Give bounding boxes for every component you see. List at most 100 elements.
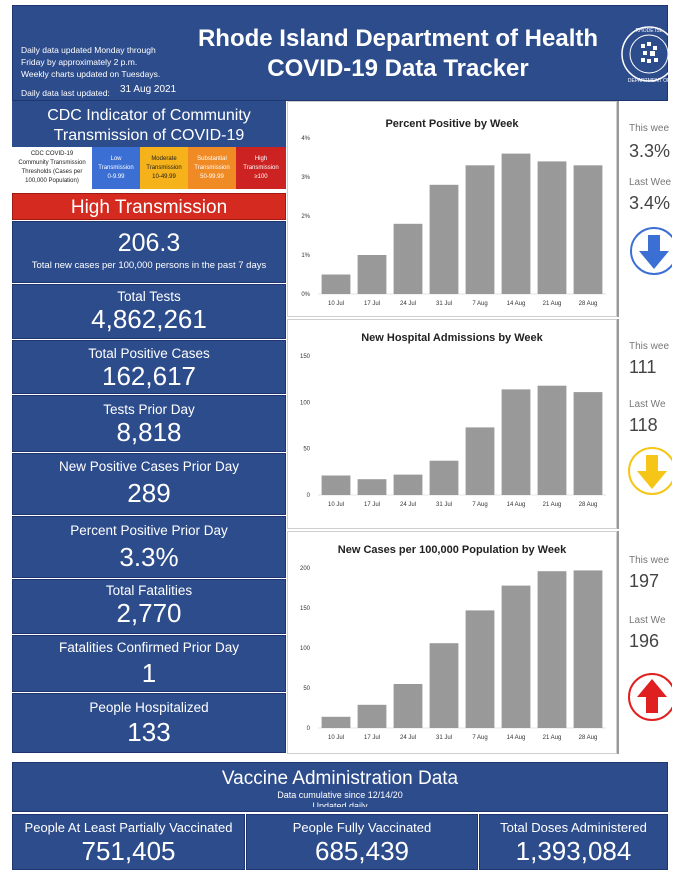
stat-value: 289 — [127, 478, 171, 508]
bar — [501, 153, 531, 294]
this-week-label: This wee — [629, 123, 670, 134]
x-tick-label: 24 Jul — [400, 502, 416, 508]
stat-value: 4,862,261 — [91, 304, 207, 334]
this-week-value: 197 — [629, 571, 660, 591]
case-rate-value: 206.3 — [117, 229, 181, 257]
bar — [465, 427, 495, 495]
stat-card-new-positive-prior-day: New Positive Cases Prior Day 289 — [12, 453, 286, 515]
y-tick-label: 3% — [301, 175, 310, 181]
stat-card-hospitalized: People Hospitalized 133 — [12, 693, 286, 753]
last-updated-label: Daily data last updated: — [21, 88, 110, 98]
case-rate-card: 206.3 Total new cases per 100,000 person… — [12, 221, 286, 283]
stat-value: 1 — [141, 658, 157, 688]
vaccine-title: Vaccine Administration Data — [221, 768, 459, 789]
bar — [393, 474, 423, 495]
vaccine-value: 1,393,084 — [515, 836, 632, 866]
stat-label: New Positive Cases Prior Day — [58, 459, 240, 474]
comparison-percent-positive: This wee 3.3% Last Wee 3.4% — [617, 101, 672, 317]
last-week-label: Last Wee — [629, 177, 672, 188]
update-note-line: Weekly charts updated on Tuesdays. — [21, 69, 161, 79]
bar — [393, 223, 423, 294]
vaccine-subtitle: Data cumulative since 12/14/20 — [277, 790, 403, 800]
x-tick-label: 24 Jul — [400, 735, 416, 741]
x-tick-label: 14 Aug — [507, 502, 526, 508]
x-tick-label: 10 Jul — [328, 502, 344, 508]
x-tick-label: 10 Jul — [328, 301, 344, 307]
y-tick-label: 50 — [303, 447, 310, 453]
chart-hospital-admissions: New Hospital Admissions by Week 0 50 100 15… — [287, 319, 617, 529]
stat-label: Total Fatalities — [105, 583, 193, 598]
bar — [501, 585, 531, 728]
stat-card-total-fatalities: Total Fatalities 2,770 — [12, 579, 286, 634]
y-tick-label: 150 — [300, 606, 311, 612]
x-tick-label: 31 Jul — [436, 301, 452, 307]
x-tick-label: 28 Aug — [579, 502, 598, 508]
last-updated-date: 31 Aug 2021 — [120, 84, 177, 95]
bar — [573, 570, 603, 728]
y-tick-label: 2% — [301, 214, 310, 220]
last-week-value: 3.4% — [629, 193, 671, 213]
chart-title: Percent Positive by Week — [385, 118, 519, 130]
x-tick-label: 28 Aug — [579, 735, 598, 741]
last-week-label: Last We — [629, 615, 666, 626]
bar — [429, 460, 459, 495]
page-title-line2: COVID-19 Data Tracker — [267, 55, 529, 82]
this-week-label: This wee — [629, 341, 670, 352]
cdc-indicator-title: CDC Indicator of Community Transmission … — [12, 101, 286, 147]
update-note-line: Friday by approximately 2 p.m. — [21, 57, 138, 67]
bar — [321, 475, 351, 495]
vaccine-value: 685,439 — [315, 836, 409, 866]
y-tick-label: 4% — [301, 136, 310, 142]
threshold-moderate: Moderate Transmission 10-49.99 — [140, 147, 188, 189]
threshold-low: Low Transmission 0-9.99 — [92, 147, 140, 189]
y-tick-label: 150 — [300, 354, 311, 360]
x-tick-label: 14 Aug — [507, 735, 526, 741]
y-tick-label: 100 — [300, 400, 311, 406]
x-tick-label: 31 Jul — [436, 502, 452, 508]
this-week-value: 3.3% — [629, 141, 671, 161]
stat-card-percent-positive: Percent Positive Prior Day 3.3% — [12, 516, 286, 578]
x-tick-label: 14 Aug — [507, 301, 526, 307]
stat-value: 8,818 — [116, 417, 182, 447]
x-tick-label: 21 Aug — [543, 735, 562, 741]
svg-text:RHODE ISL: RHODE ISL — [636, 28, 663, 34]
transmission-thresholds: CDC COVID-19 Community Transmission Thre… — [12, 147, 286, 189]
update-note-line: Daily data updated Monday through — [21, 45, 156, 55]
department-seal-logo: RHODE ISL DEPARTMENT OF — [619, 22, 679, 86]
bar — [573, 392, 603, 495]
this-week-label: This wee — [629, 555, 670, 566]
bar — [393, 684, 423, 728]
vaccine-card-doses: Total Doses Administered 1,393,084 — [479, 814, 668, 870]
y-tick-label: 0 — [307, 493, 311, 499]
vaccine-label: People Fully Vaccinated — [292, 820, 432, 835]
svg-text:DEPARTMENT OF: DEPARTMENT OF — [628, 78, 670, 84]
chart-title: New Hospital Admissions by Week — [361, 332, 543, 344]
this-week-value: 111 — [629, 357, 657, 377]
transmission-level-badge: High Transmission — [12, 193, 286, 220]
bar — [357, 479, 387, 495]
bar — [429, 184, 459, 294]
page-title: Rhode Island Department of Health COVID-… — [183, 24, 613, 84]
chart-hospital-admissions-plot: 0 50 100 150 10 Jul 17 Jul 24 Jul 31 Jul 7 Aug 14… — [300, 354, 606, 508]
bar — [537, 385, 567, 495]
chart-percent-positive: Percent Positive by Week 0% 1% 2% 3% 4% 10 Ju… — [287, 101, 617, 317]
threshold-high: High Transmission ≥100 — [236, 147, 286, 189]
chart-new-cases-per-100k: New Cases per 100,000 Population by Week… — [287, 531, 617, 754]
y-tick-label: 0% — [301, 292, 310, 298]
bar — [357, 704, 387, 728]
x-tick-label: 7 Aug — [472, 502, 487, 508]
vaccine-value: 751,405 — [81, 836, 176, 866]
stat-label: Tests Prior Day — [103, 402, 195, 417]
comparison-new-cases: This wee 197 Last We 196 — [617, 531, 672, 754]
vaccine-update-note: Updated daily — [312, 801, 368, 807]
stat-value: 133 — [127, 717, 171, 747]
update-notes: Daily data updated Monday through Friday… — [21, 44, 181, 80]
cdc-title-line1: CDC Indicator of Community — [47, 107, 251, 124]
bar — [429, 643, 459, 728]
trend-down-arrow-icon — [630, 227, 672, 275]
vaccine-card-partial: People At Least Partially Vaccinated 751… — [12, 814, 245, 870]
vaccine-section-header: Vaccine Administration Data Data cumulat… — [12, 762, 668, 812]
vaccine-label: Total Doses Administered — [500, 820, 647, 835]
y-tick-label: 50 — [303, 686, 310, 692]
threshold-substantial: Substantial Transmission 50-99.99 — [188, 147, 236, 189]
